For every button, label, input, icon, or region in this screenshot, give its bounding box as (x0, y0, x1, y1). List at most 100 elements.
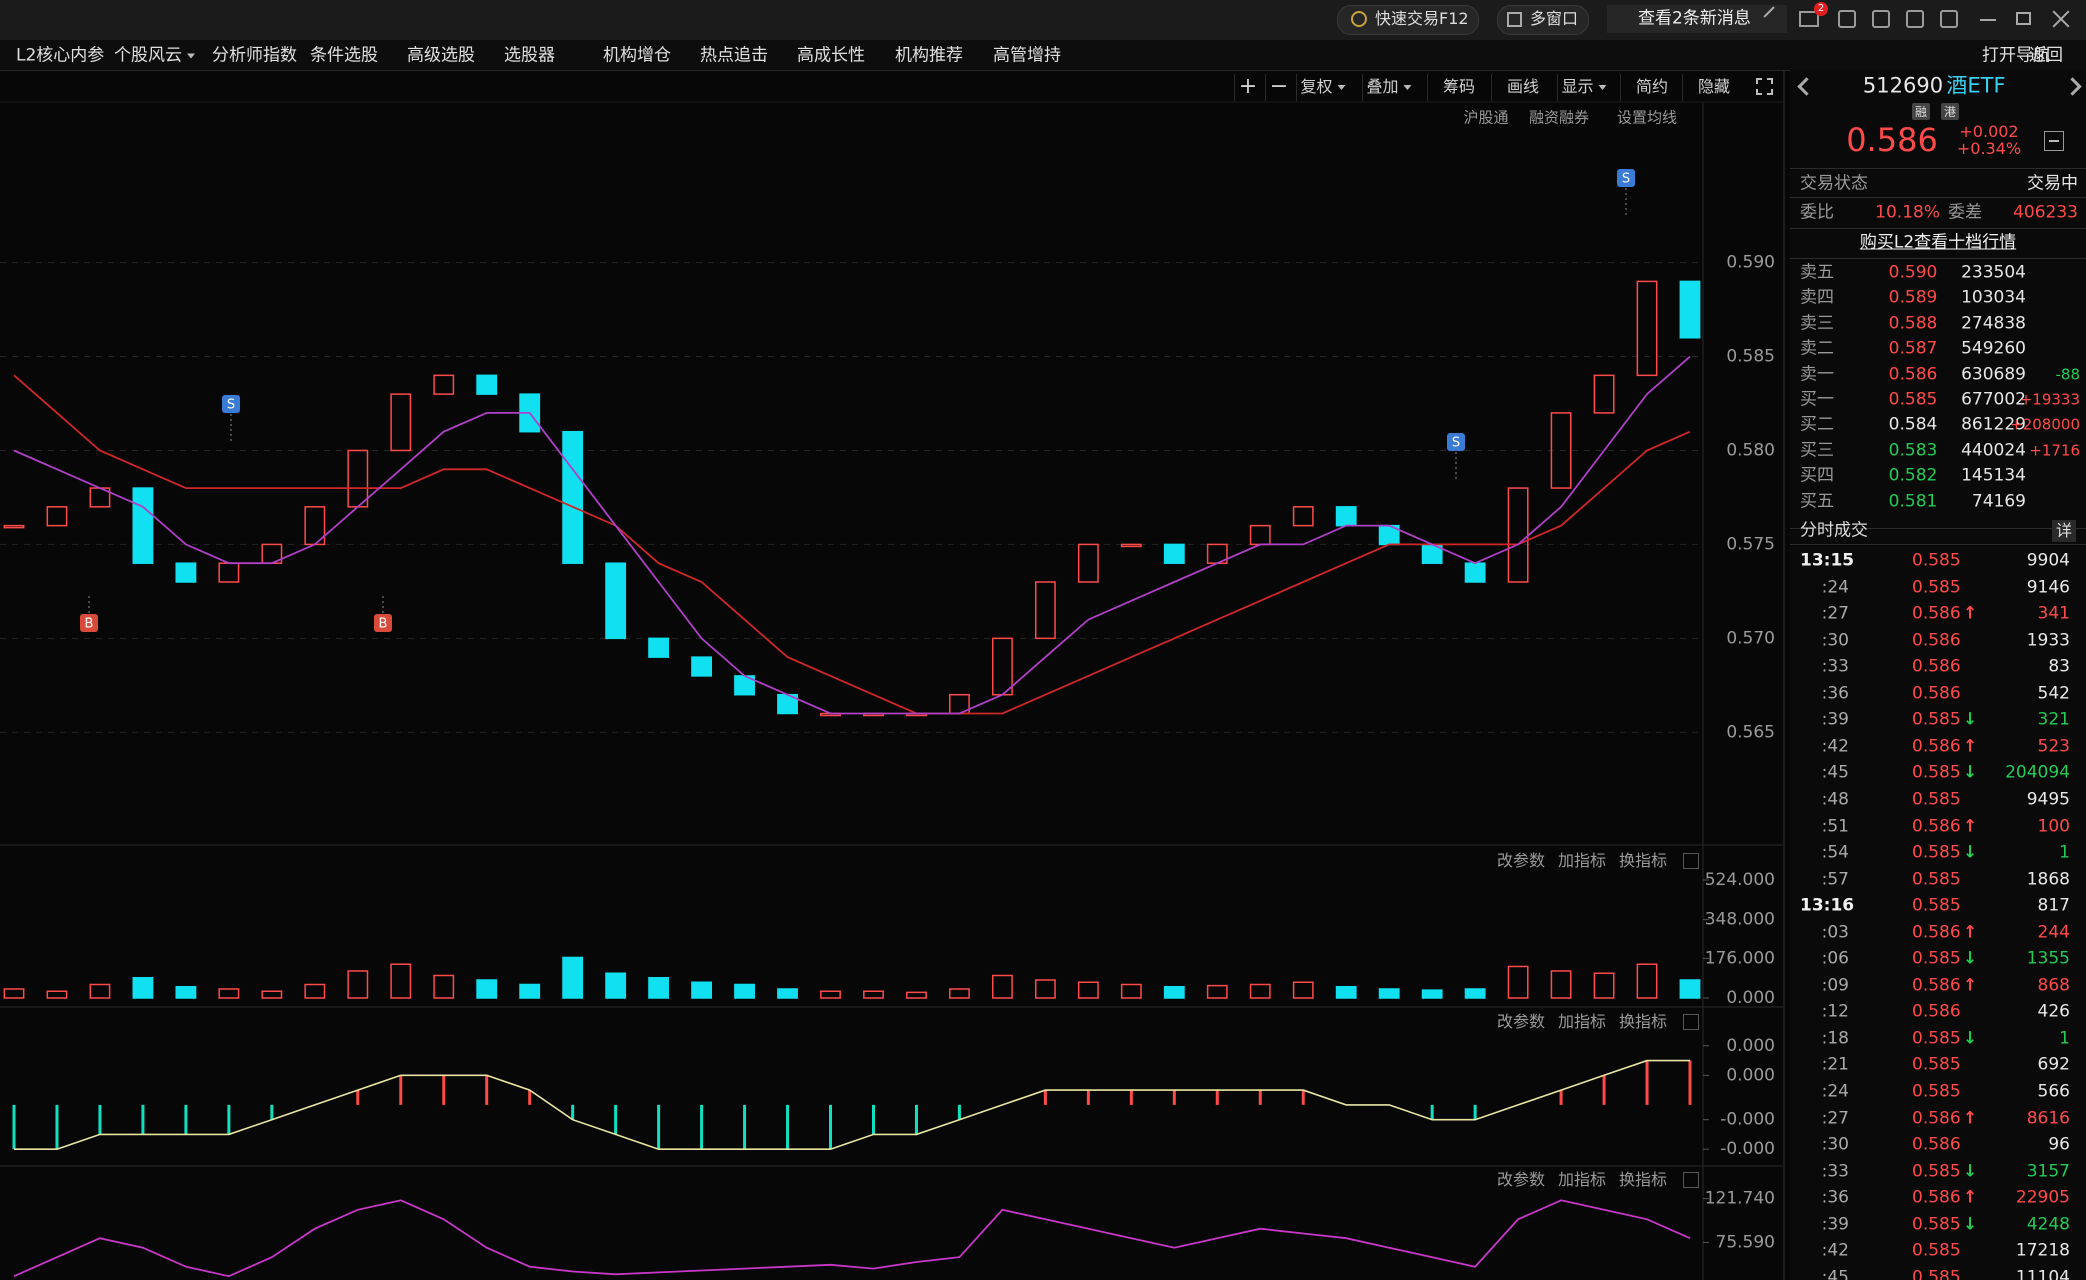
toolbar-button[interactable] (1620, 74, 1685, 101)
toolbar-button[interactable] (1427, 74, 1492, 101)
candle (46, 506, 68, 527)
toolbar-icon[interactable] (1940, 10, 1958, 28)
signal-badge (80, 614, 98, 632)
panel-close[interactable] (1683, 1172, 1699, 1188)
panel-tool[interactable]: 换指标 (1618, 1012, 1668, 1031)
candle (347, 449, 369, 508)
book-label: 卖四 (1800, 287, 1834, 308)
toolbar-button[interactable] (1557, 74, 1622, 101)
signal-badge (1617, 169, 1635, 187)
trade-direction: ↑ (1963, 975, 1978, 996)
trade-volume: 96 (2048, 1134, 2070, 1155)
l2-link[interactable]: 购买L2查看十档行情 (1859, 232, 2017, 253)
book-label: 卖五 (1800, 262, 1834, 283)
panel-tool[interactable]: 改参数 (1496, 1170, 1546, 1189)
trade-direction: ↓ (1963, 842, 1978, 863)
trade-time: :51 (1821, 816, 1849, 836)
trade-price: 0.585 (1912, 550, 1961, 571)
toolbar-button[interactable] (1682, 74, 1747, 101)
multi-window-label[interactable]: 多窗口 (1530, 9, 1579, 28)
message-button[interactable] (1607, 5, 1787, 33)
toolbar-label[interactable]: 筹码 (1442, 77, 1476, 96)
panel-tool[interactable]: 加指标 (1557, 1012, 1607, 1031)
panel-tool[interactable]: 改参数 (1496, 851, 1546, 870)
toolbar-button[interactable] (1234, 74, 1263, 101)
trade-time: :30 (1821, 1134, 1849, 1155)
multi-window-button[interactable] (1497, 5, 1589, 35)
fullscreen-icon[interactable] (1756, 78, 1773, 95)
signal-label: B (85, 617, 94, 632)
mail-icon[interactable] (1799, 11, 1819, 27)
candle (691, 656, 713, 677)
menu-item[interactable]: 高级选股 (407, 45, 475, 66)
quick-trade-label[interactable]: 快速交易F12 (1375, 9, 1469, 28)
menu-item[interactable]: 个股风云 (114, 47, 195, 65)
menu-right-item[interactable]: 返回 (2029, 45, 2063, 66)
toolbar-label[interactable]: − (1269, 74, 1289, 99)
menu-item[interactable]: L2核心内参 (16, 45, 105, 66)
menu-right-item[interactable]: 打开导航 (1982, 45, 2050, 66)
trade-time: :57 (1821, 869, 1849, 890)
indicator-line (13, 374, 1691, 715)
panel-tool[interactable]: 加指标 (1557, 1170, 1607, 1189)
y-tick-label: 0.575 (1726, 534, 1775, 554)
toolbar-icon[interactable] (1872, 10, 1890, 28)
badge (1814, 2, 1828, 16)
detail-box[interactable] (2052, 520, 2076, 542)
sub-toolbar-item[interactable]: 沪股通 (1463, 108, 1509, 127)
sub-toolbar-item[interactable]: 设置均线 (1616, 108, 1678, 127)
toolbar-button[interactable] (1296, 74, 1361, 101)
panel-tool[interactable]: 加指标 (1557, 851, 1607, 870)
trade-price: 0.585 (1912, 1054, 1961, 1075)
message-label[interactable]: 查看2条新消息 (1638, 8, 1751, 29)
trade-volume: 868 (2037, 975, 2070, 996)
detail-button[interactable]: 详 (2055, 521, 2073, 540)
trade-price: 0.585 (1912, 1028, 1961, 1049)
menu-item[interactable]: 分析师指数 (212, 45, 297, 66)
trade-price: 0.585 (1912, 948, 1961, 969)
maximize[interactable] (2016, 12, 2031, 25)
toolbar-icon[interactable] (1906, 10, 1924, 28)
toolbar-label[interactable]: 画线 (1506, 77, 1540, 96)
panel-tool[interactable]: 换指标 (1618, 1170, 1668, 1189)
trade-volume: 341 (2037, 603, 2070, 624)
menu-item[interactable]: 高管增持 (993, 45, 1061, 66)
y-tick-label: 0.585 (1726, 347, 1775, 367)
panel-tool[interactable]: 换指标 (1618, 851, 1668, 870)
menu-item[interactable]: 条件选股 (310, 45, 378, 66)
toolbar-label[interactable]: + (1238, 74, 1258, 99)
last-price: 0.586 (1846, 121, 1938, 159)
book-price: 0.587 (1888, 338, 1938, 359)
candle (476, 374, 498, 395)
volume-bar (562, 956, 584, 999)
toolbar-label[interactable]: 显示 (1561, 79, 1607, 95)
y-tick-label: 524.000 (1705, 870, 1775, 890)
menu-item[interactable]: 机构增仓 (603, 45, 671, 66)
toolbar-label[interactable]: 复权 (1300, 79, 1346, 95)
menu-item[interactable]: 机构推荐 (895, 45, 963, 66)
sub-toolbar-item[interactable]: 融资融券 (1528, 108, 1590, 127)
menu-item[interactable]: 选股器 (504, 45, 555, 66)
book-price: 0.583 (1888, 440, 1938, 461)
volume-bar (347, 970, 369, 999)
trade-direction: ↑ (1963, 816, 1978, 836)
toolbar-button[interactable] (1491, 74, 1556, 101)
minimize[interactable] (1980, 19, 1996, 21)
signal-label: S (1622, 172, 1630, 187)
menu-item[interactable]: 热点追击 (700, 45, 768, 66)
toolbar-label[interactable]: 简约 (1635, 77, 1669, 96)
panel-close[interactable] (1683, 1014, 1699, 1030)
ratio-value: 10.18% (1875, 202, 1940, 223)
toolbar-button[interactable] (1362, 74, 1427, 101)
menu-item[interactable]: 高成长性 (797, 45, 865, 66)
book-volume: 549260 (1961, 338, 2026, 359)
candle (1593, 374, 1615, 414)
toolbar-label[interactable]: 叠加 (1366, 79, 1412, 95)
toolbar-label[interactable]: 隐藏 (1697, 77, 1731, 96)
toolbar-button[interactable] (1265, 74, 1294, 101)
trade-volume: 8616 (2026, 1108, 2070, 1129)
panel-close[interactable] (1683, 853, 1699, 869)
collapse-button[interactable] (2044, 131, 2064, 151)
panel-tool[interactable]: 改参数 (1496, 1012, 1546, 1031)
toolbar-icon[interactable] (1838, 10, 1856, 28)
